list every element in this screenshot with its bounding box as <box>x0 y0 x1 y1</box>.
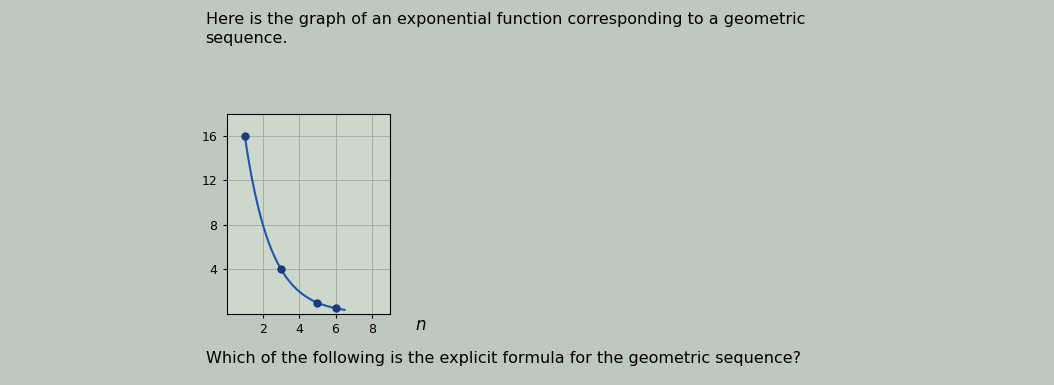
Point <box>327 305 344 311</box>
Point <box>236 133 253 139</box>
Point <box>273 266 290 272</box>
Point <box>309 300 326 306</box>
Text: n: n <box>415 316 426 335</box>
Text: Here is the graph of an exponential function corresponding to a geometric
sequen: Here is the graph of an exponential func… <box>206 12 805 46</box>
Text: Which of the following is the explicit formula for the geometric sequence?: Which of the following is the explicit f… <box>206 351 801 366</box>
